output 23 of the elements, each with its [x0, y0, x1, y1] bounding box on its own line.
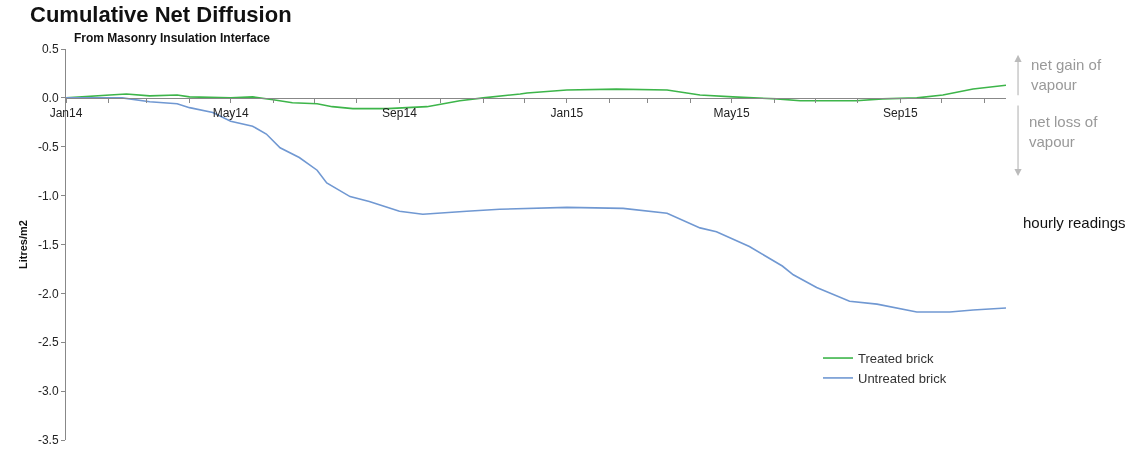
y-tick-label: -3.0	[37, 384, 59, 399]
text: net gain of vapour	[1031, 56, 1102, 93]
chart-subtitle: From Masonry Insulation Interface	[74, 31, 271, 45]
x-tick-label: Sep15	[882, 106, 919, 121]
y-tick-label: -0.5	[37, 139, 59, 154]
chart-title: Cumulative Net Diffusion	[30, 2, 292, 28]
text: net loss of vapour	[1029, 113, 1099, 150]
x-tick-label: May14	[212, 106, 249, 121]
y-tick-label: -1.0	[37, 188, 59, 203]
x-tick-label: Jan14	[49, 106, 83, 121]
legend-label: Untreated brick	[858, 371, 947, 386]
y-tick-label: 0.0	[41, 91, 59, 106]
legend-label: Treated brick	[858, 351, 934, 367]
x-tick-label: May15	[713, 106, 750, 121]
text: hourly readings	[1023, 214, 1126, 231]
y-axis-title: Litres/m2	[16, 220, 29, 269]
y-tick-label: -2.0	[37, 286, 59, 301]
y-tick-label: -2.5	[37, 335, 59, 350]
x-tick-label: Sep14	[382, 106, 418, 121]
y-tick-label: -1.5	[37, 237, 59, 252]
x-tick-label: Jan15	[550, 106, 584, 121]
y-tick-label: -3.5	[37, 433, 59, 448]
y-tick-label: 0.5	[41, 42, 59, 57]
